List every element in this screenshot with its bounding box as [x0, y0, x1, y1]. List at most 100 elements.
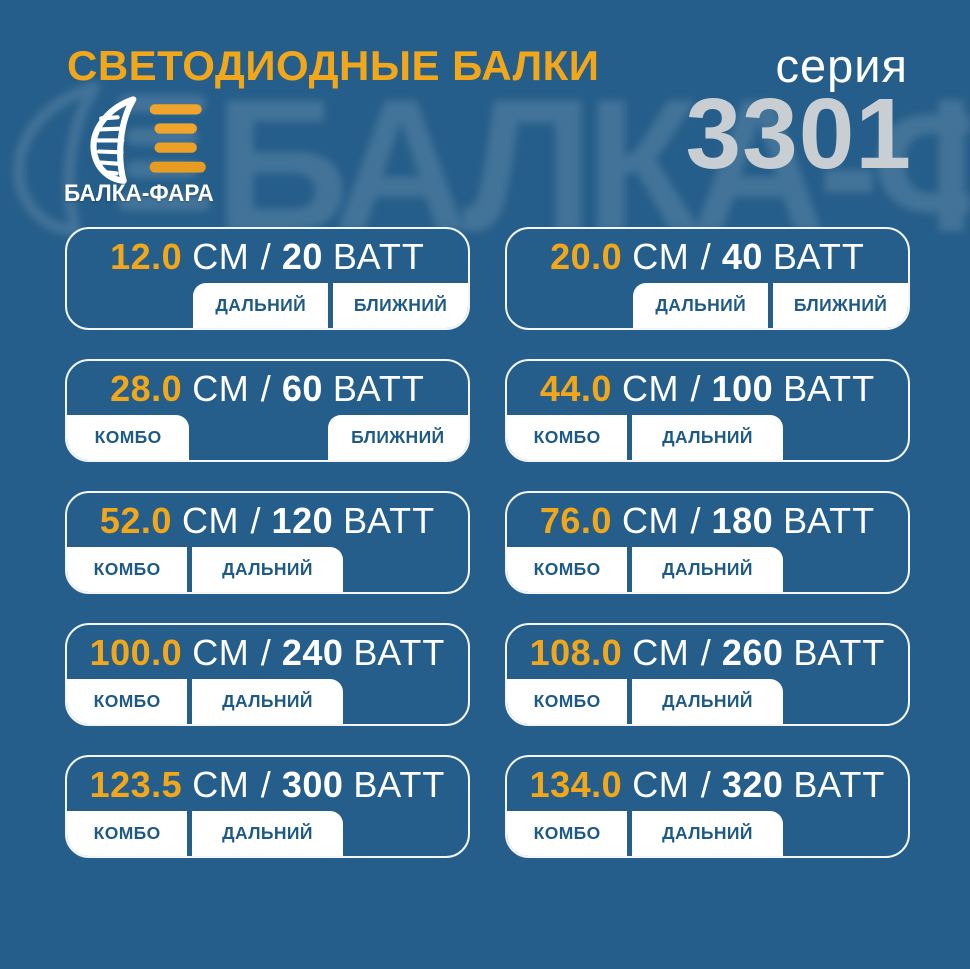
tab-spacer — [783, 811, 908, 856]
beam-tab-label: КОМБО — [94, 427, 162, 447]
beam-tabs: КОМБО БЛИЖНИЙ — [67, 415, 468, 460]
beam-tab: КОМБО — [507, 415, 628, 460]
separator: / — [260, 632, 271, 673]
tab-divider — [328, 283, 334, 328]
watt-unit: ВАТТ — [783, 500, 876, 541]
beam-tab-label: КОМБО — [533, 823, 601, 843]
watt-unit: ВАТТ — [332, 368, 425, 409]
length-value: 52.0 — [99, 500, 172, 541]
beam-tab: ДАЛЬНИЙ — [192, 679, 343, 724]
length-unit: СМ — [192, 368, 250, 409]
beam-tab: ДАЛЬНИЙ — [192, 811, 343, 856]
beam-tab-label: ДАЛЬНИЙ — [655, 295, 747, 315]
product-card: 20.0 СМ / 40 ВАТТ ДАЛЬНИЙ БЛИЖНИЙ — [505, 227, 910, 330]
tab-spacer — [189, 415, 327, 460]
product-spec: 44.0 СМ / 100 ВАТТ — [507, 361, 908, 415]
separator: / — [700, 632, 711, 673]
length-unit: СМ — [181, 500, 240, 541]
tab-divider — [187, 811, 193, 856]
tab-divider — [627, 547, 633, 592]
beam-tab: КОМБО — [67, 415, 190, 460]
product-card: 100.0 СМ / 240 ВАТТ КОМБО ДАЛЬНИЙ — [65, 623, 470, 726]
beam-tab: КОМБО — [67, 547, 188, 592]
page-title: СВЕТОДИОДНЫЕ БАЛКИ — [67, 42, 600, 89]
beam-tab: БЛИЖНИЙ — [327, 415, 468, 460]
length-unit: СМ — [632, 632, 690, 673]
watt-unit: ВАТТ — [793, 764, 886, 805]
watt-unit: ВАТТ — [332, 236, 425, 277]
beam-tab: ДАЛЬНИЙ — [632, 547, 783, 592]
product-spec: 108.0 СМ / 260 ВАТТ — [507, 625, 908, 679]
beam-tabs: КОМБО ДАЛЬНИЙ — [507, 679, 908, 724]
length-value: 134.0 — [529, 764, 623, 805]
beam-tab: КОМБО — [67, 679, 188, 724]
beam-tab-label: ДАЛЬНИЙ — [222, 559, 313, 579]
length-value: 44.0 — [539, 368, 612, 409]
length-unit: СМ — [621, 500, 680, 541]
watt-unit: ВАТТ — [783, 368, 876, 409]
product-spec: 100.0 СМ / 240 ВАТТ — [67, 625, 468, 679]
product-spec: 28.0 СМ / 60 ВАТТ — [67, 361, 468, 415]
length-value: 12.0 — [110, 236, 183, 277]
beam-tab: КОМБО — [507, 811, 628, 856]
beam-tab-label: ДАЛЬНИЙ — [222, 823, 313, 843]
beam-tab: ДАЛЬНИЙ — [632, 679, 783, 724]
watt-value: 320 — [721, 764, 784, 805]
beam-tabs: КОМБО ДАЛЬНИЙ — [67, 811, 468, 856]
length-unit: СМ — [192, 632, 250, 673]
beam-tab-label: ДАЛЬНИЙ — [662, 823, 753, 843]
beam-tab-label: БЛИЖНИЙ — [353, 295, 448, 315]
watt-value: 180 — [711, 500, 774, 541]
beam-tab: ДАЛЬНИЙ — [632, 415, 783, 460]
product-card: 123.5 СМ / 300 ВАТТ КОМБО ДАЛЬНИЙ — [65, 755, 470, 858]
length-value: 100.0 — [89, 632, 183, 673]
length-unit: СМ — [621, 368, 680, 409]
watt-unit: ВАТТ — [793, 632, 886, 673]
separator: / — [700, 236, 711, 277]
product-card: 108.0 СМ / 260 ВАТТ КОМБО ДАЛЬНИЙ — [505, 623, 910, 726]
beam-tab-label: ДАЛЬНИЙ — [222, 691, 313, 711]
separator: / — [250, 500, 261, 541]
beam-tab: БЛИЖНИЙ — [333, 283, 468, 328]
tab-divider — [627, 679, 633, 724]
watt-value: 260 — [721, 632, 784, 673]
length-unit: СМ — [192, 764, 250, 805]
beam-tab: ДАЛЬНИЙ — [193, 283, 329, 328]
tab-divider — [627, 811, 633, 856]
header: СВЕТОДИОДНЫЕ БАЛКИ серия 3301 БАЛКА-ФАРА — [0, 0, 970, 227]
tab-divider — [187, 547, 193, 592]
product-spec: 76.0 СМ / 180 ВАТТ — [507, 493, 908, 547]
watt-unit: ВАТТ — [353, 764, 446, 805]
tab-divider — [627, 415, 633, 460]
length-value: 108.0 — [529, 632, 623, 673]
beam-tab-label: ДАЛЬНИЙ — [215, 295, 307, 315]
beam-tab: ДАЛЬНИЙ — [192, 547, 343, 592]
tab-spacer — [783, 679, 908, 724]
product-grid: 12.0 СМ / 20 ВАТТ ДАЛЬНИЙ БЛИЖНИЙ 20.0 СМ… — [0, 227, 970, 858]
length-value: 123.5 — [89, 764, 183, 805]
length-value: 20.0 — [550, 236, 623, 277]
beam-tab-label: КОМБО — [93, 823, 161, 843]
length-unit: СМ — [632, 236, 690, 277]
watt-value: 100 — [711, 368, 774, 409]
watt-value: 120 — [271, 500, 334, 541]
beam-tab-label: ДАЛЬНИЙ — [662, 691, 753, 711]
product-card: 134.0 СМ / 320 ВАТТ КОМБО ДАЛЬНИЙ — [505, 755, 910, 858]
length-value: 76.0 — [539, 500, 612, 541]
beam-tab-label: БЛИЖНИЙ — [793, 295, 888, 315]
tab-spacer — [343, 679, 468, 724]
beam-tab-label: БЛИЖНИЙ — [351, 427, 445, 447]
beam-tabs: КОМБО ДАЛЬНИЙ — [507, 811, 908, 856]
tab-spacer — [783, 547, 908, 592]
product-card: 52.0 СМ / 120 ВАТТ КОМБО ДАЛЬНИЙ — [65, 491, 470, 594]
watt-value: 60 — [281, 368, 323, 409]
product-spec: 12.0 СМ / 20 ВАТТ — [67, 229, 468, 283]
beam-tab-label: КОМБО — [533, 559, 601, 579]
product-spec: 134.0 СМ / 320 ВАТТ — [507, 757, 908, 811]
separator: / — [260, 236, 271, 277]
watt-value: 300 — [281, 764, 344, 805]
beam-tabs: ДАЛЬНИЙ БЛИЖНИЙ — [67, 283, 468, 328]
watt-unit: ВАТТ — [772, 236, 865, 277]
watt-value: 40 — [721, 236, 763, 277]
tab-spacer — [343, 811, 468, 856]
